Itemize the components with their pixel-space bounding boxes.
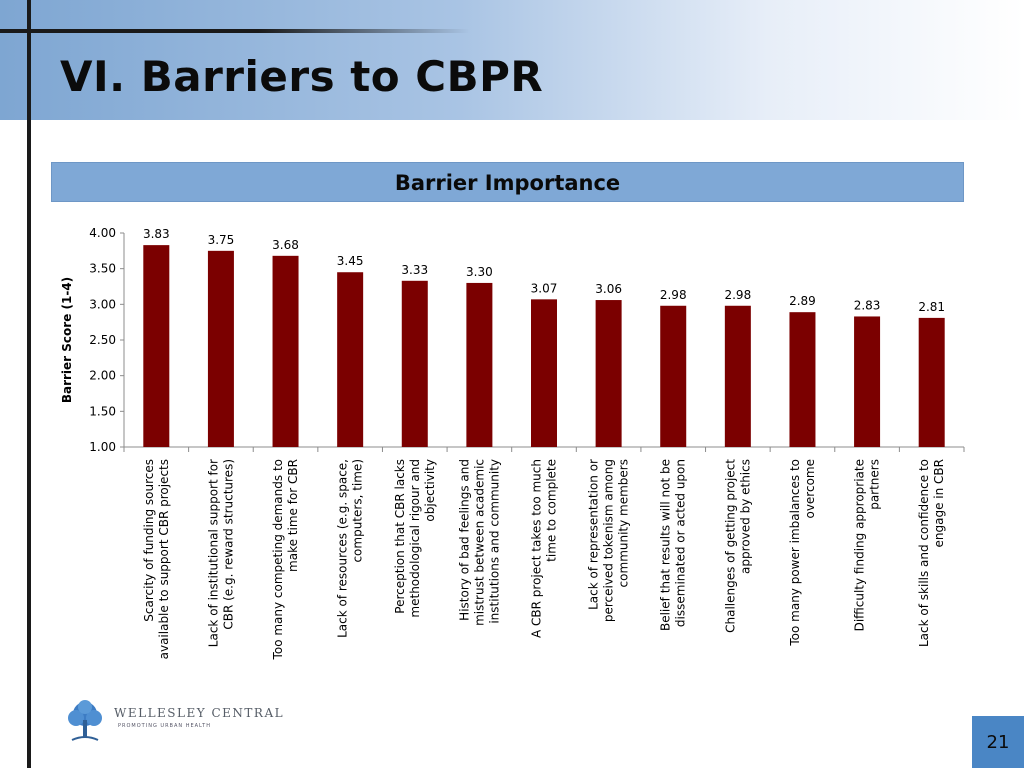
slide-title: VI. Barriers to CBPR	[60, 52, 544, 101]
x-tick-label-line: time to complete	[545, 459, 559, 562]
x-tick-label-line: Lack of resources (e.g. space,	[336, 459, 350, 638]
x-tick-label: Belief that results will not bedissemina…	[659, 459, 688, 631]
data-label: 3.75	[208, 233, 235, 247]
y-tick-label: 3.00	[89, 297, 116, 311]
bars	[143, 245, 945, 447]
x-tick-label-line: Lack of institutional support for	[206, 459, 220, 647]
bar	[918, 317, 945, 447]
x-tick-label-line: mistrust between academic	[472, 459, 486, 626]
bar	[143, 245, 170, 447]
x-tick-label: Scarcity of funding sourcesavailable to …	[142, 459, 171, 659]
x-tick-label-line: disseminated or acted upon	[674, 459, 688, 627]
bar	[272, 255, 299, 447]
bar	[531, 299, 557, 447]
data-label: 2.98	[660, 288, 687, 302]
bar	[724, 305, 751, 447]
x-axis-labels: Scarcity of funding sourcesavailable to …	[142, 459, 946, 661]
data-label: 3.33	[401, 263, 428, 277]
bar-chart: 1.00 1.50 2.00 2.50 3.00 3.50 4.00 3.83 3.75 3.6…	[60, 226, 965, 661]
logo-name: WELLESLEY CENTRAL	[114, 706, 285, 720]
y-tick-label: 1.50	[89, 404, 116, 418]
left-rule	[27, 0, 31, 768]
chart-title-bar: Barrier Importance	[51, 162, 964, 202]
logo: WELLESLEY CENTRAL PROMOTING URBAN HEALTH	[62, 698, 283, 746]
x-tick-label-line: Scarcity of funding sources	[142, 459, 156, 622]
bar	[854, 316, 881, 447]
bar	[789, 312, 816, 447]
y-tick-label: 1.00	[89, 440, 116, 454]
y-tick-label: 3.50	[89, 262, 116, 276]
x-tick-label: Lack of resources (e.g. space,computers,…	[336, 459, 365, 638]
value-labels: 3.83 3.75 3.68 3.45 3.33 3.30 3.07 3.06 2.98 2.98…	[143, 227, 945, 314]
x-tick-label-line: community members	[617, 459, 631, 587]
bar	[466, 282, 493, 447]
x-tick-label: Lack of representation orperceived token…	[587, 459, 631, 622]
chart-title: Barrier Importance	[394, 171, 621, 195]
x-tick-label-line: Perception that CBR lacks	[393, 459, 407, 614]
x-tick-label-line: A CBR project takes too much	[530, 459, 544, 638]
page-number-box: 21	[972, 716, 1024, 768]
data-label: 2.89	[789, 294, 816, 308]
x-tick-label-line: Lack of skills and confidence to	[917, 459, 931, 647]
bar	[207, 250, 234, 447]
x-tick-label-line: engage in CBR	[932, 459, 946, 547]
x-tick-label-line: History of bad feelings and	[457, 459, 471, 621]
x-tick-label: Perception that CBR lacksmethodological …	[393, 459, 437, 618]
x-tick-label-line: partners	[868, 459, 882, 510]
x-tick-label-line: available to support CBR projects	[157, 459, 171, 659]
bar	[337, 272, 364, 447]
y-tick-label: 4.00	[89, 226, 116, 240]
x-tick-label-line: methodological rigour and	[408, 459, 422, 618]
x-tick-label: Lack of institutional support forCBR (e.…	[206, 459, 235, 647]
x-tick-label: History of bad feelings andmistrust betw…	[457, 459, 501, 626]
tree-logo-icon	[68, 700, 102, 741]
x-tick-label-line: overcome	[803, 459, 817, 519]
x-tick-label-line: CBR (e.g. reward structures)	[221, 459, 235, 630]
page-number: 21	[986, 732, 1010, 753]
data-label: 3.30	[466, 265, 493, 279]
x-tick-label-line: Belief that results will not be	[659, 459, 673, 631]
data-label: 3.68	[272, 238, 299, 252]
x-tick-label-line: computers, time)	[351, 459, 365, 563]
data-label: 3.45	[337, 254, 364, 268]
x-tick-label-line: objectivity	[423, 459, 437, 522]
bar	[401, 280, 428, 447]
bar	[595, 300, 622, 447]
data-label: 3.06	[595, 282, 622, 296]
x-tick-label: Lack of skills and confidence toengage i…	[917, 459, 946, 647]
data-label: 3.83	[143, 227, 170, 241]
header-rule	[0, 29, 470, 33]
y-tick-label: 2.00	[89, 369, 116, 383]
x-tick-label-line: perceived tokenism among	[602, 459, 616, 622]
x-tick-label-line: Challenges of getting project	[723, 459, 737, 633]
header-band	[0, 0, 1024, 120]
x-tick-label-line: Difficulty finding appropriate	[853, 459, 867, 631]
bar	[660, 305, 687, 447]
data-label: 3.07	[531, 281, 558, 295]
data-label: 2.83	[854, 298, 881, 312]
x-tick-label: A CBR project takes too muchtime to comp…	[530, 459, 559, 638]
x-tick-label-line: make time for CBR	[286, 459, 300, 572]
logo-tagline: PROMOTING URBAN HEALTH	[118, 723, 211, 729]
x-tick-label-line: Too many power imbalances to	[788, 459, 802, 647]
y-axis-title: Barrier Score (1-4)	[60, 277, 74, 403]
x-tick-label: Challenges of getting projectapproved by…	[723, 459, 752, 633]
y-tick-label: 2.50	[89, 333, 116, 347]
x-tick-label: Too many competing demands tomake time f…	[271, 459, 300, 660]
x-tick-label: Too many power imbalances toovercome	[788, 459, 817, 647]
x-tick-label-line: Too many competing demands to	[271, 459, 285, 660]
data-label: 2.81	[918, 300, 945, 314]
x-tick-label-line: institutions and community	[487, 459, 501, 624]
x-tick-label-line: approved by ethics	[738, 459, 752, 574]
x-tick-label-line: Lack of representation or	[587, 459, 601, 610]
data-label: 2.98	[724, 288, 751, 302]
x-tick-label: Difficulty finding appropriatepartners	[853, 459, 882, 631]
